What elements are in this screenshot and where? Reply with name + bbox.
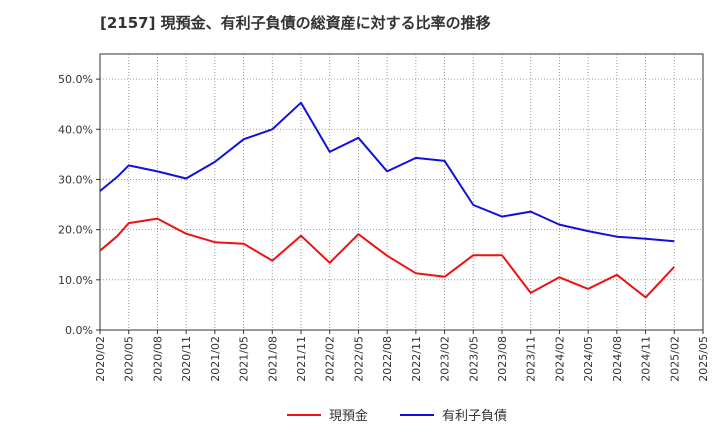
plot-frame: [99, 53, 704, 331]
x-tick-label: 2022/11: [410, 336, 423, 382]
x-tick-label: 2022/08: [381, 336, 394, 382]
y-tick-label: 40.0%: [58, 123, 93, 136]
legend: 現預金 有利子負債: [287, 408, 507, 424]
y-tick-label: 0.0%: [65, 324, 93, 337]
x-tick-label: 2022/05: [352, 336, 365, 382]
x-tick-label: 2020/08: [151, 336, 164, 382]
y-axis-ticks: 0.0% 10.0% 20.0% 30.0% 40.0% 50.0%: [58, 73, 100, 337]
x-tick-label: 2022/02: [324, 336, 337, 382]
x-axis-ticks: 2020/02 2020/05 2020/08 2020/11 2021/02 2021/…: [94, 330, 710, 382]
series-layer: [99, 101, 676, 299]
y-tick-label: 50.0%: [58, 73, 93, 86]
x-tick-label: 2023/05: [467, 336, 480, 382]
grid-layer: [100, 54, 703, 330]
x-tick-label: 2025/02: [668, 336, 681, 382]
x-tick-label: 2020/05: [123, 336, 136, 382]
x-tick-label: 2023/02: [439, 336, 452, 382]
x-tick-label: 2024/08: [611, 336, 624, 382]
x-tick-label: 2021/02: [209, 336, 222, 382]
y-tick-label: 10.0%: [58, 274, 93, 287]
y-tick-label: 30.0%: [58, 173, 93, 186]
x-tick-label: 2023/11: [525, 336, 538, 382]
y-tick-label: 20.0%: [58, 224, 93, 237]
x-tick-label: 2023/08: [496, 336, 509, 382]
x-tick-label: 2021/08: [266, 336, 279, 382]
chart-title: [2157] 現預金、有利子負債の総資産に対する比率の推移: [100, 14, 491, 32]
x-tick-label: 2020/11: [180, 336, 193, 382]
legend-label: 有利子負債: [442, 409, 507, 424]
legend-label: 現預金: [329, 408, 368, 424]
x-tick-label: 2024/05: [582, 336, 595, 382]
x-tick-label: 2021/11: [295, 336, 308, 382]
x-tick-label: 2024/02: [553, 336, 566, 382]
x-tick-label: 2025/05: [697, 336, 710, 382]
x-tick-label: 2024/11: [640, 336, 653, 382]
series-line-1: [99, 101, 675, 243]
x-tick-label: 2021/05: [238, 336, 251, 382]
series-line-0: [99, 217, 676, 299]
x-tick-label: 2020/02: [94, 336, 107, 382]
